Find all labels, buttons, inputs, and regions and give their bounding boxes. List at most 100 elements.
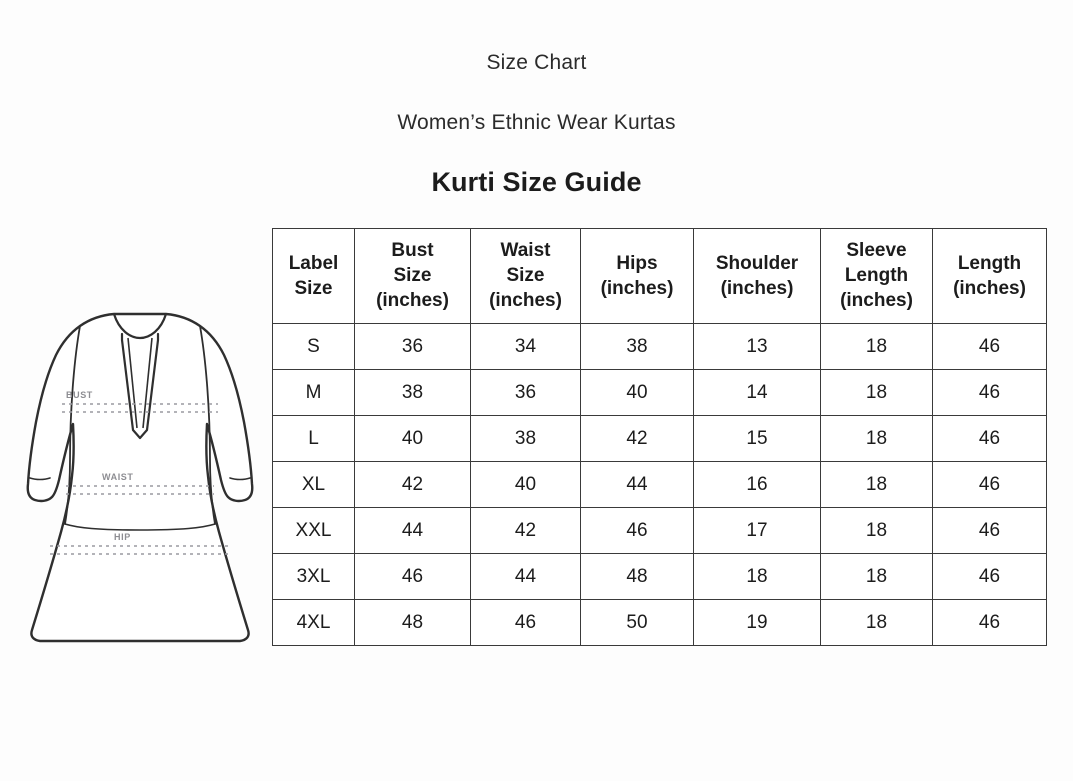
cell-hips: 44 (580, 461, 694, 509)
column-header-waist-size: Waist Size (inches) (470, 227, 581, 325)
header-line: (inches) (953, 277, 1026, 299)
cell-hips: 40 (580, 369, 694, 417)
cell-waist: 44 (470, 553, 581, 601)
cell-length: 46 (932, 553, 1047, 601)
cell-bust: 38 (354, 369, 471, 417)
cell-bust: 48 (354, 599, 471, 647)
table-header: Label Size Bust Size (inches) Waist Size… (272, 227, 1047, 325)
table-row: L 40 38 42 15 18 46 (272, 415, 1047, 463)
column-header-length: Length (inches) (932, 227, 1047, 325)
placket-slit (120, 332, 160, 440)
table-row: M 38 36 40 14 18 46 (272, 369, 1047, 417)
cell-length: 46 (932, 507, 1047, 555)
header-line: Size (393, 265, 432, 287)
header-line: Length (844, 265, 909, 287)
header-line: Waist (500, 240, 551, 261)
column-header-bust-size: Bust Size (inches) (354, 227, 471, 325)
cell-shoulder: 15 (693, 415, 821, 463)
cell-length: 46 (932, 415, 1047, 463)
neckline (112, 312, 168, 340)
cell-waist: 40 (470, 461, 581, 509)
header-line: (inches) (489, 290, 562, 312)
table-body: S 36 34 38 13 18 46 M 38 36 40 14 18 46 … (272, 323, 1047, 647)
cell-bust: 42 (354, 461, 471, 509)
cell-shoulder: 13 (693, 323, 821, 371)
column-header-sleeve-length: Sleeve Length (inches) (820, 227, 933, 325)
armhole-seam-left (64, 325, 81, 525)
cell-waist: 46 (470, 599, 581, 647)
cell-hips: 50 (580, 599, 694, 647)
heading-category: Women’s Ethnic Wear Kurtas (397, 111, 676, 134)
hip-label: HIP (114, 532, 131, 542)
header-line: Size (506, 265, 545, 287)
cell-hips: 42 (580, 415, 694, 463)
armhole-seam-right (199, 325, 216, 525)
cell-waist: 36 (470, 369, 581, 417)
cell-sleeve-length: 18 (820, 553, 933, 601)
table-row: XL 42 40 44 16 18 46 (272, 461, 1047, 509)
waist-label: WAIST (102, 472, 134, 482)
cell-waist: 38 (470, 415, 581, 463)
kurti-illustration: BUST WAIST HIP (18, 300, 262, 672)
heading-size-chart: Size Chart (486, 51, 587, 74)
cell-shoulder: 18 (693, 553, 821, 601)
column-header-label-size: Label Size (272, 227, 355, 325)
kurti-body-outline (26, 312, 254, 643)
cell-hips: 48 (580, 553, 694, 601)
header-line: Shoulder (715, 252, 799, 274)
cell-sleeve-length: 18 (820, 507, 933, 555)
headings-block: Size Chart Women’s Ethnic Wear Kurtas Ku… (0, 0, 1073, 196)
cell-length: 46 (932, 461, 1047, 509)
cell-sleeve-length: 18 (820, 369, 933, 417)
cell-sleeve-length: 18 (820, 323, 933, 371)
cell-length: 46 (932, 369, 1047, 417)
cell-shoulder: 19 (693, 599, 821, 647)
cell-hips: 46 (580, 507, 694, 555)
size-table-container: Label Size Bust Size (inches) Waist Size… (272, 227, 1047, 647)
table-row: 3XL 46 44 48 18 18 46 (272, 553, 1047, 601)
header-line: (inches) (600, 277, 674, 299)
placket-inner-right (142, 337, 153, 429)
header-line: Label (288, 252, 339, 274)
cell-shoulder: 16 (693, 461, 821, 509)
cell-bust: 44 (354, 507, 471, 555)
cell-label-size: XL (272, 461, 355, 509)
cell-waist: 34 (470, 323, 581, 371)
header-line: Bust (391, 240, 434, 261)
cell-sleeve-length: 18 (820, 415, 933, 463)
table-row: 4XL 48 46 50 19 18 46 (272, 599, 1047, 647)
cell-waist: 42 (470, 507, 581, 555)
bust-measure-line (62, 403, 218, 413)
header-line: Hips (616, 252, 658, 274)
cell-hips: 38 (580, 323, 694, 371)
table-header-row: Label Size Bust Size (inches) Waist Size… (272, 227, 1047, 325)
cell-label-size: L (272, 415, 355, 463)
size-chart-table: Label Size Bust Size (inches) Waist Size… (272, 227, 1047, 647)
cell-shoulder: 17 (693, 507, 821, 555)
header-line: (inches) (840, 290, 913, 312)
cell-label-size: 4XL (272, 599, 355, 647)
header-line: Size (294, 277, 333, 299)
header-line: Sleeve (846, 240, 907, 261)
waist-seam (64, 523, 216, 531)
cell-shoulder: 14 (693, 369, 821, 417)
header-line: Length (957, 252, 1022, 274)
cell-label-size: S (272, 323, 355, 371)
bust-label: BUST (66, 390, 93, 400)
column-header-shoulder: Shoulder (inches) (693, 227, 821, 325)
cell-length: 46 (932, 599, 1047, 647)
cuff-right (229, 477, 251, 481)
cell-label-size: XXL (272, 507, 355, 555)
table-row: XXL 44 42 46 17 18 46 (272, 507, 1047, 555)
cell-bust: 40 (354, 415, 471, 463)
cell-length: 46 (932, 323, 1047, 371)
placket-inner-left (127, 337, 138, 429)
cell-bust: 46 (354, 553, 471, 601)
cell-label-size: 3XL (272, 553, 355, 601)
header-line: (inches) (720, 277, 794, 299)
cell-label-size: M (272, 369, 355, 417)
hip-measure-line (50, 545, 230, 555)
kurti-line-drawing-svg: BUST WAIST HIP (26, 312, 254, 643)
header-line: (inches) (376, 290, 449, 312)
cell-sleeve-length: 18 (820, 461, 933, 509)
